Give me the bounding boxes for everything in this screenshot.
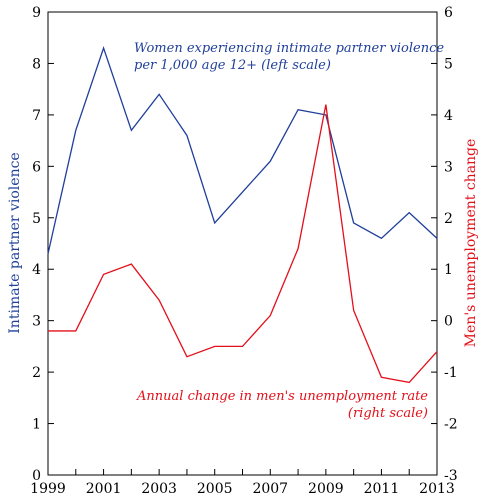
left-tick-label: 2 (32, 365, 41, 381)
x-tick-label: 2009 (308, 481, 344, 497)
x-tick-label: 2005 (197, 481, 233, 497)
x-tick-label: 1999 (30, 481, 66, 497)
left-axis-ticks: 0 1 2 3 4 5 6 7 8 9 (32, 5, 54, 484)
right-tick-label: -2 (444, 417, 458, 433)
left-tick-label: 4 (32, 262, 41, 278)
violence-annotation-line-2: per 1,000 age 12+ (left scale) (134, 58, 331, 73)
left-tick-label: 6 (32, 159, 41, 175)
x-tick-label: 2003 (141, 481, 177, 497)
left-tick-label: 0 (32, 468, 41, 484)
x-axis-ticks: 1999 2001 2003 2005 2007 2009 2011 2013 (30, 469, 455, 497)
right-axis-title: Men's unemployment change (463, 139, 479, 348)
right-tick-label: -1 (444, 365, 458, 381)
right-tick-label: 1 (444, 262, 453, 278)
right-tick-label: 5 (444, 56, 453, 72)
intimate-partner-violence-line (47, 45, 438, 254)
series-layer (47, 45, 438, 384)
x-tick-label: 2011 (364, 481, 400, 497)
mens-unemployment-change-line (48, 104, 438, 384)
x-tick-label: 2007 (252, 481, 288, 497)
right-tick-label: -3 (444, 468, 458, 484)
right-axis-ticks: -3 -2 -1 0 1 2 3 4 5 6 (431, 5, 458, 484)
right-tick-label: 0 (444, 314, 453, 330)
left-tick-label: 3 (32, 314, 41, 330)
violence-annotation-line-1: Women experiencing intimate partner viol… (134, 41, 444, 56)
right-tick-label: 2 (444, 211, 453, 227)
unemployment-annotation-line-1: Annual change in men's unemployment rate (136, 389, 428, 404)
left-tick-label: 5 (32, 211, 41, 227)
right-tick-label: 3 (444, 159, 453, 175)
left-axis-title: Intimate partner violence (7, 152, 23, 333)
unemployment-annotation-line-2: (right scale) (348, 406, 428, 421)
x-tick-label: 2001 (86, 481, 122, 497)
right-tick-label: 6 (444, 5, 453, 21)
left-tick-label: 8 (32, 56, 41, 72)
right-tick-label: 4 (444, 108, 453, 124)
x-tick-label: 2013 (419, 481, 455, 497)
left-tick-label: 1 (32, 417, 41, 433)
left-tick-label: 9 (32, 5, 41, 21)
left-tick-label: 7 (32, 108, 41, 124)
